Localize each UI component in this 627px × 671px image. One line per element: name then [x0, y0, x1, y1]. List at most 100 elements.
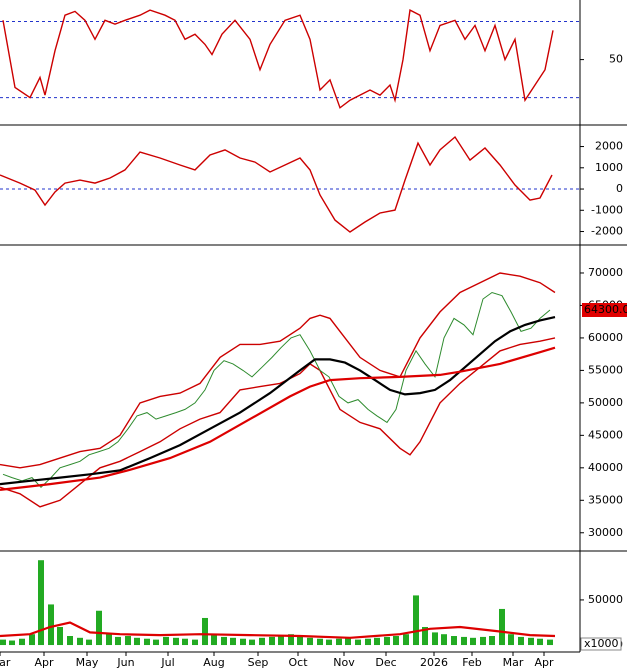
- volume-bar: [441, 634, 447, 646]
- volume-bar: [19, 638, 25, 646]
- volume-bar: [307, 637, 313, 646]
- y-tick-label: 55000: [588, 363, 623, 376]
- y-tick-label: 2000: [595, 140, 623, 153]
- volume-bar: [422, 626, 428, 646]
- x-tick-label: Mar: [0, 656, 11, 669]
- volume-bar: [38, 560, 44, 646]
- y-tick-label: 40000: [588, 461, 623, 474]
- y-tick-label: 50000: [588, 396, 623, 409]
- volume-bar: [345, 637, 351, 646]
- volume-bar: [480, 636, 486, 646]
- x-tick-label: Oct: [288, 656, 308, 669]
- volume-bar: [278, 636, 284, 646]
- series-line: [0, 316, 556, 486]
- volume-bar: [413, 595, 419, 646]
- volume-bar: [461, 636, 467, 646]
- volume-bar: [48, 604, 54, 646]
- volume-bar: [77, 637, 83, 646]
- volume-bar: [115, 636, 121, 646]
- x-tick-label: Apr: [34, 656, 54, 669]
- y-tick-label: 50000: [588, 593, 623, 606]
- series-line: [0, 346, 556, 491]
- x-tick-label: Feb: [462, 656, 481, 669]
- volume-bar: [230, 637, 236, 646]
- volume-bar: [470, 637, 476, 646]
- volume-bar: [288, 634, 294, 646]
- x-tick-label: May: [76, 656, 99, 669]
- y-tick-label: 35000: [588, 493, 623, 506]
- volume-bar: [499, 608, 505, 646]
- y-tick-label: -2000: [591, 225, 623, 238]
- volume-bar: [163, 636, 169, 646]
- volume-bar: [336, 638, 342, 646]
- y-tick-label: -1000: [591, 203, 623, 216]
- y-tick-label: 1000: [595, 161, 623, 174]
- volume-bar: [326, 639, 332, 646]
- series-line: [2, 291, 551, 489]
- volume-bar: [269, 636, 275, 646]
- volume-bar: [67, 636, 73, 646]
- volume-bar: [374, 637, 380, 646]
- volume-bar: [518, 636, 524, 646]
- volume-bar: [144, 638, 150, 646]
- x-tick-label: Apr: [534, 656, 554, 669]
- y-tick-label: 70000: [588, 266, 623, 279]
- series-line: [0, 621, 556, 639]
- last-price-label: 64300.00: [584, 303, 627, 316]
- volume-bar: [297, 636, 303, 646]
- x-tick-label: Aug: [203, 656, 224, 669]
- x-tick-label: Nov: [333, 656, 355, 669]
- x-tick-label: Sep: [248, 656, 269, 669]
- volume-bar: [0, 639, 6, 646]
- x-tick-label: Mar: [503, 656, 524, 669]
- series-line: [0, 337, 556, 508]
- y-tick-label: 30000: [588, 526, 623, 539]
- last-price-box: [582, 302, 627, 317]
- volume-bar: [451, 636, 457, 646]
- volume-bar: [508, 634, 514, 646]
- volume-bar: [9, 640, 15, 646]
- volume-bar: [537, 638, 543, 646]
- y-tick-label: 50: [609, 53, 623, 66]
- x-tick-label: 2026: [420, 656, 448, 669]
- volume-bar: [547, 639, 553, 646]
- series-line: [2, 9, 554, 109]
- volume-bar: [173, 637, 179, 646]
- volume-bar: [403, 634, 409, 646]
- volume-bar: [106, 634, 112, 646]
- y-tick-label: 60000: [588, 331, 623, 344]
- volume-bar: [317, 638, 323, 646]
- x-tick-label: Jun: [116, 656, 134, 669]
- volume-bar: [192, 639, 198, 646]
- volume-bar: [221, 636, 227, 646]
- volume-bar: [259, 637, 265, 646]
- volume-bar: [355, 639, 361, 646]
- volume-bar: [57, 626, 63, 646]
- series-line: [0, 272, 556, 469]
- x-tick-label: Dec: [375, 656, 396, 669]
- volume-bar: [384, 636, 390, 646]
- unit-label: x1000: [584, 637, 619, 650]
- volume-bar: [240, 638, 246, 646]
- volume-bar: [393, 636, 399, 646]
- y-tick-label: 45000: [588, 428, 623, 441]
- volume-bar: [134, 637, 140, 646]
- volume-bar: [153, 639, 159, 646]
- volume-bar: [528, 637, 534, 646]
- volume-bar: [249, 639, 255, 646]
- volume-bar: [182, 638, 188, 646]
- volume-bar: [432, 632, 438, 646]
- volume-bar: [365, 638, 371, 646]
- volume-bar: [202, 617, 208, 646]
- x-tick-label: Jul: [160, 656, 174, 669]
- series-line: [0, 135, 553, 233]
- volume-bar: [86, 639, 92, 646]
- volume-bar: [29, 634, 35, 646]
- volume-bar: [96, 610, 102, 646]
- y-tick-label: 0: [616, 182, 623, 195]
- volume-bar: [489, 636, 495, 646]
- unit-box: [580, 637, 622, 651]
- volume-bar: [211, 634, 217, 646]
